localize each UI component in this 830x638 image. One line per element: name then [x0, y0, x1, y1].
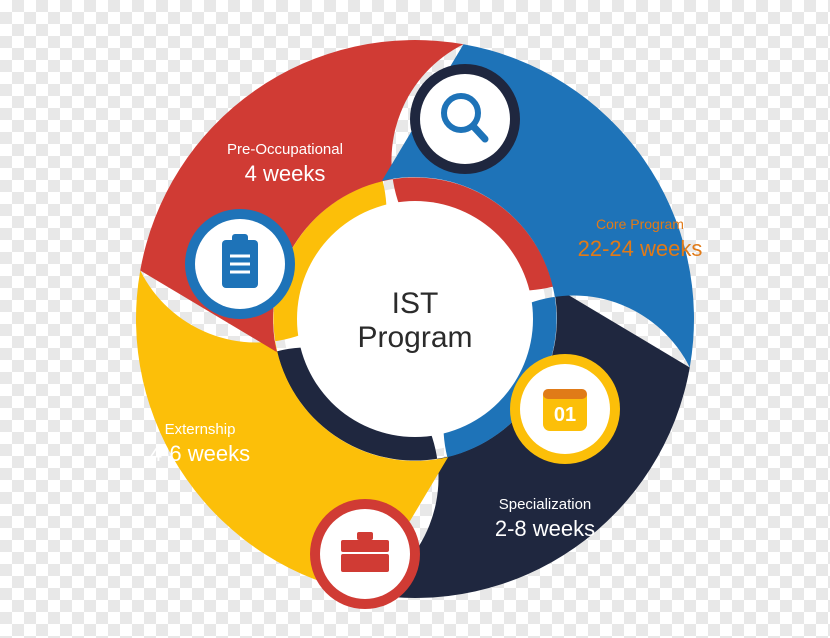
svg-text:2-8 weeks: 2-8 weeks — [495, 516, 595, 541]
label-specialization: Specialization 2-8 weeks — [495, 496, 595, 541]
svg-text:4-6 weeks: 4-6 weeks — [150, 441, 250, 466]
ist-program-infographic: 01 Pre-Occupational 4 weeks Core Program… — [105, 9, 725, 629]
svg-text:Program: Program — [357, 321, 472, 354]
svg-text:Pre-Occupational: Pre-Occupational — [227, 141, 343, 158]
icon-hub-pre-occupational — [410, 64, 520, 174]
calendar-icon: 01 — [543, 389, 587, 431]
svg-text:IST: IST — [392, 287, 439, 320]
svg-text:Specialization: Specialization — [499, 496, 592, 513]
clipboard-icon — [222, 234, 258, 288]
label-externship: Externship 4-6 weeks — [150, 421, 250, 466]
icon-hub-specialization — [310, 499, 420, 609]
svg-text:Core Program: Core Program — [596, 216, 684, 232]
svg-text:Externship: Externship — [165, 421, 236, 438]
svg-text:4 weeks: 4 weeks — [245, 161, 326, 186]
calendar-icon-text: 01 — [554, 404, 576, 426]
icon-hub-externship — [185, 209, 295, 319]
svg-text:22-24 weeks: 22-24 weeks — [578, 236, 703, 261]
label-core-program: Core Program 22-24 weeks — [578, 216, 703, 261]
icon-hub-core-program: 01 — [510, 354, 620, 464]
